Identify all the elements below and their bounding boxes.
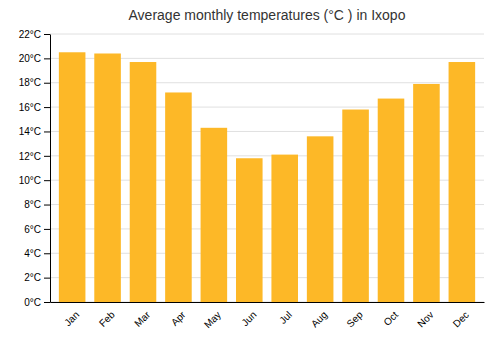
- tick: Oct: [381, 309, 400, 328]
- tick-label: Jun: [239, 309, 258, 328]
- tick-label: 18°C: [19, 77, 41, 88]
- x-axis: Jan Feb Mar Apr May Jun Jul Aug Sep Oct Nov Dec: [51, 303, 485, 331]
- tick: 14°C: [19, 126, 50, 137]
- bar: [165, 92, 192, 302]
- tick-label: 6°C: [24, 224, 41, 235]
- tick: Feb: [97, 309, 117, 329]
- bar: [342, 110, 369, 302]
- tick-label: May: [202, 309, 223, 330]
- tick-label: Jan: [62, 309, 81, 328]
- tick: Jul: [277, 309, 294, 326]
- bar: [59, 52, 86, 302]
- tick-mark: [44, 34, 50, 35]
- bar: [307, 136, 334, 302]
- tick-label: 16°C: [19, 102, 41, 113]
- bar: [201, 128, 228, 302]
- tick: Apr: [169, 309, 188, 328]
- tick-mark: [44, 253, 50, 254]
- tick: Sep: [344, 309, 365, 330]
- title: Average monthly temperatures (°C ) in Ix…: [129, 7, 406, 23]
- tick-mark: [44, 278, 50, 279]
- axis-line: [51, 302, 485, 303]
- tick-label: Sep: [344, 309, 365, 330]
- tick: Aug: [309, 309, 329, 329]
- tick-label: 14°C: [19, 126, 41, 137]
- tick: 0°C: [24, 297, 50, 308]
- bar: [413, 84, 440, 302]
- tick-label: 4°C: [24, 248, 41, 259]
- tick-label: 2°C: [24, 272, 41, 283]
- tick-label: Oct: [381, 309, 400, 328]
- plot: 0°C 2°C 4°C 6°C 8°C 10°C 12°C 14°C 16°C 18°C 20°C 2…: [19, 29, 485, 331]
- tick: 2°C: [24, 272, 50, 283]
- tick-label: 0°C: [24, 297, 41, 308]
- tick: 6°C: [24, 224, 50, 235]
- tick: Mar: [132, 309, 152, 329]
- tick: Jan: [62, 309, 81, 328]
- tick-label: 12°C: [19, 151, 41, 162]
- bar: [94, 53, 121, 302]
- tick-mark: [44, 156, 50, 157]
- tick: 16°C: [19, 102, 50, 113]
- tick-mark: [44, 131, 50, 132]
- chart: 0°C 2°C 4°C 6°C 8°C 10°C 12°C 14°C 16°C 18°C 20°C 2…: [0, 0, 500, 350]
- tick-label: Jul: [277, 309, 294, 326]
- tick-label: 10°C: [19, 175, 41, 186]
- tick-mark: [44, 302, 50, 303]
- tick: 22°C: [19, 29, 50, 40]
- tick-label: 8°C: [24, 199, 41, 210]
- tick-label: Nov: [415, 309, 435, 329]
- y-axis: 0°C 2°C 4°C 6°C 8°C 10°C 12°C 14°C 16°C 18°C 20°C 2…: [19, 29, 51, 308]
- tick-mark: [44, 180, 50, 181]
- bars: [59, 52, 475, 302]
- bar: [449, 62, 476, 302]
- bar: [271, 155, 298, 302]
- grid: [50, 34, 484, 302]
- tick: 10°C: [19, 175, 50, 186]
- tick-mark: [44, 83, 50, 84]
- tick-mark: [44, 205, 50, 206]
- tick: 4°C: [24, 248, 50, 259]
- tick: Jun: [239, 309, 258, 328]
- tick-label: Feb: [97, 309, 117, 329]
- tick-label: Mar: [132, 309, 152, 329]
- tick-label: Apr: [169, 309, 188, 328]
- tick-label: 22°C: [19, 29, 41, 40]
- tick-label: Dec: [451, 309, 471, 329]
- tick: May: [202, 309, 223, 330]
- tick-label: Aug: [309, 309, 329, 329]
- tick-mark: [44, 58, 50, 59]
- tick: Dec: [451, 309, 471, 329]
- tick: 18°C: [19, 77, 50, 88]
- bar: [236, 158, 263, 302]
- tick: 20°C: [19, 53, 50, 64]
- tick-label: 20°C: [19, 53, 41, 64]
- tick: Nov: [415, 309, 435, 329]
- tick: 8°C: [24, 199, 50, 210]
- bar: [130, 62, 157, 302]
- axis-line: [50, 35, 51, 303]
- tick-mark: [44, 107, 50, 108]
- bar: [378, 99, 405, 302]
- tick-mark: [44, 229, 50, 230]
- grid-line: [50, 34, 484, 35]
- tick: 12°C: [19, 151, 50, 162]
